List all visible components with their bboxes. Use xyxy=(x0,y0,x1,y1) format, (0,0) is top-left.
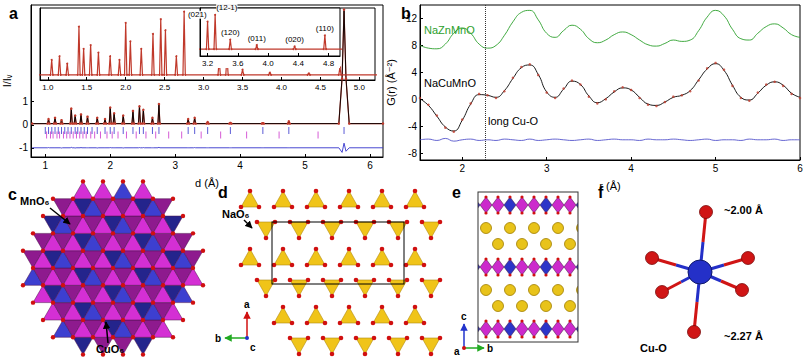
svg-text:3: 3 xyxy=(544,163,550,174)
svg-text:2: 2 xyxy=(107,160,113,171)
svg-text:4: 4 xyxy=(628,163,634,174)
svg-text:4.5: 4.5 xyxy=(315,83,327,92)
svg-text:3: 3 xyxy=(172,160,178,171)
svg-text:a: a xyxy=(454,346,460,357)
svg-text:6: 6 xyxy=(797,163,803,174)
svg-text:c: c xyxy=(8,186,17,203)
svg-text:4.8: 4.8 xyxy=(323,59,335,68)
svg-text:2: 2 xyxy=(459,163,465,174)
svg-text:5: 5 xyxy=(713,163,719,174)
svg-text:(011): (011) xyxy=(248,34,266,43)
svg-text:CuO₆: CuO₆ xyxy=(96,343,124,355)
svg-text:4.4: 4.4 xyxy=(293,59,305,68)
svg-text:-8: -8 xyxy=(408,148,417,159)
svg-text:MnO₆: MnO₆ xyxy=(20,195,49,207)
svg-text:(110): (110) xyxy=(316,24,334,33)
svg-text:(12-1): (12-1) xyxy=(216,3,238,12)
svg-text:5.0: 5.0 xyxy=(354,83,366,92)
svg-text:b: b xyxy=(487,343,493,354)
svg-text:3.6: 3.6 xyxy=(232,59,244,68)
svg-text:b: b xyxy=(401,5,411,22)
svg-text:4.0: 4.0 xyxy=(276,83,288,92)
svg-text:(120): (120) xyxy=(221,28,240,37)
svg-text:long Cu-O: long Cu-O xyxy=(488,115,539,127)
svg-text:~2.00 Å: ~2.00 Å xyxy=(724,204,763,216)
svg-text:Cu-O: Cu-O xyxy=(640,342,667,354)
svg-text:b: b xyxy=(215,333,221,344)
svg-text:c: c xyxy=(250,342,256,353)
svg-text:0: 0 xyxy=(411,94,417,105)
svg-text:r (Å): r (Å) xyxy=(599,180,620,192)
svg-text:d: d xyxy=(218,184,228,201)
svg-text:2.0: 2.0 xyxy=(120,83,132,92)
svg-text:2.5: 2.5 xyxy=(159,83,171,92)
svg-text:c: c xyxy=(461,311,467,322)
svg-text:~2.27 Å: ~2.27 Å xyxy=(724,330,763,342)
svg-text:d (Å): d (Å) xyxy=(195,177,219,189)
svg-text:4.0: 4.0 xyxy=(263,59,275,68)
svg-text:a: a xyxy=(244,299,250,310)
svg-text:a: a xyxy=(9,5,18,22)
svg-text:NaCuMnO: NaCuMnO xyxy=(424,77,476,89)
svg-text:3.5: 3.5 xyxy=(237,83,249,92)
svg-text:1: 1 xyxy=(43,160,49,171)
svg-text:12: 12 xyxy=(405,13,417,24)
svg-text:NaO₆: NaO₆ xyxy=(222,208,250,220)
svg-text:8: 8 xyxy=(411,40,417,51)
svg-text:f: f xyxy=(598,184,604,201)
svg-text:3.2: 3.2 xyxy=(202,59,214,68)
svg-text:1.5: 1.5 xyxy=(81,83,93,92)
svg-text:6: 6 xyxy=(367,160,373,171)
svg-text:e: e xyxy=(452,184,461,201)
svg-text:1.0: 1.0 xyxy=(42,83,54,92)
svg-text:-4: -4 xyxy=(408,121,417,132)
svg-text:(021): (021) xyxy=(188,10,207,19)
svg-text:I/Iᵥ: I/Iᵥ xyxy=(1,74,13,87)
svg-text:G(r) (Å⁻²): G(r) (Å⁻²) xyxy=(385,59,397,106)
svg-text:-1: -1 xyxy=(19,142,28,153)
svg-text:1: 1 xyxy=(22,96,28,107)
svg-text:3.0: 3.0 xyxy=(198,83,210,92)
svg-text:4: 4 xyxy=(411,67,417,78)
svg-text:NaZnMnO: NaZnMnO xyxy=(424,24,475,36)
svg-text:0: 0 xyxy=(22,119,28,130)
svg-text:(020): (020) xyxy=(285,35,304,44)
svg-text:4: 4 xyxy=(237,160,243,171)
svg-text:5: 5 xyxy=(302,160,308,171)
